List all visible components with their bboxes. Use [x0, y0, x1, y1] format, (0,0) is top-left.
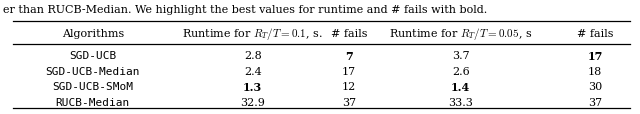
Text: # fails: # fails	[330, 29, 367, 39]
Text: 2.6: 2.6	[452, 66, 470, 76]
Text: 2.8: 2.8	[244, 51, 262, 61]
Text: 2.4: 2.4	[244, 66, 262, 76]
Text: 7: 7	[345, 50, 353, 61]
Text: 32.9: 32.9	[241, 97, 265, 107]
Text: 1.4: 1.4	[451, 81, 470, 92]
Text: SGD-UCB: SGD-UCB	[69, 51, 116, 61]
Text: SGD-UCB-SMoM: SGD-UCB-SMoM	[52, 82, 133, 92]
Text: 30: 30	[588, 82, 602, 92]
Text: 12: 12	[342, 82, 356, 92]
Text: 33.3: 33.3	[449, 97, 473, 107]
Text: Runtime for $R_T/T=0.05$, s: Runtime for $R_T/T=0.05$, s	[389, 26, 532, 42]
Text: 17: 17	[342, 66, 356, 76]
Text: 37: 37	[588, 97, 602, 107]
Text: 17: 17	[588, 50, 603, 61]
Text: Runtime for $R_T/T=0.1$, s.: Runtime for $R_T/T=0.1$, s.	[182, 26, 323, 42]
Text: 18: 18	[588, 66, 602, 76]
Text: 1.3: 1.3	[243, 81, 262, 92]
Text: SGD-UCB-Median: SGD-UCB-Median	[45, 66, 140, 76]
Text: # fails: # fails	[577, 29, 614, 39]
Text: Algorithms: Algorithms	[61, 29, 124, 39]
Text: 37: 37	[342, 97, 356, 107]
Text: er than RUCB-Median. We highlight the best values for runtime and # fails with b: er than RUCB-Median. We highlight the be…	[3, 5, 488, 14]
Text: RUCB-Median: RUCB-Median	[56, 97, 130, 107]
Text: 3.7: 3.7	[452, 51, 470, 61]
